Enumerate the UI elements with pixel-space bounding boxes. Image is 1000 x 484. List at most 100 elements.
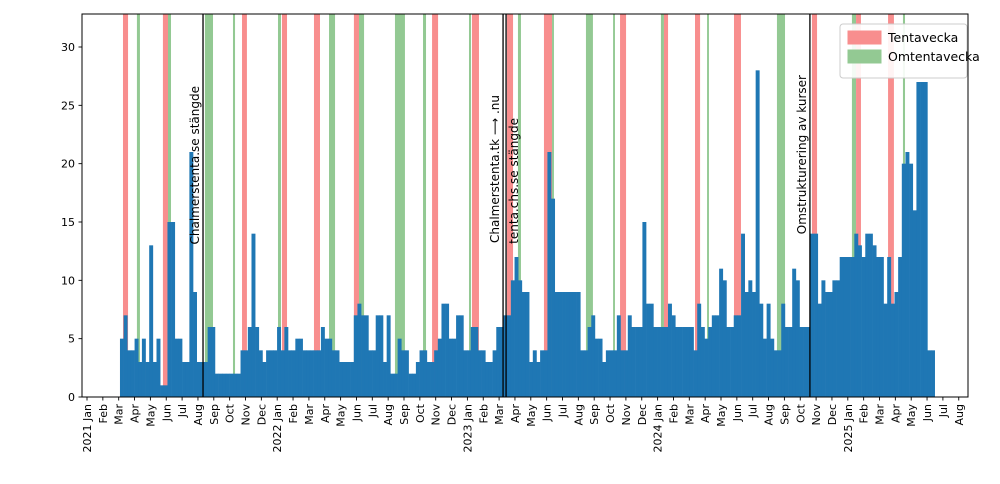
bar	[211, 327, 216, 397]
x-tick-label: Oct	[604, 403, 617, 423]
bar	[572, 292, 577, 397]
annotation-label: tenta.chs.se stängde	[507, 118, 521, 244]
bar	[313, 350, 318, 397]
bar	[803, 327, 808, 397]
bar	[532, 350, 537, 397]
x-tick-label: Apr	[699, 404, 712, 424]
bar	[653, 327, 658, 397]
x-tick-label: Aug	[572, 404, 585, 425]
bar	[244, 350, 249, 397]
exam-week-band	[695, 14, 701, 397]
x-tick-label: Aug	[953, 404, 966, 425]
bar	[262, 362, 267, 397]
bar	[309, 350, 314, 397]
exam-week-band	[811, 14, 818, 397]
bar	[182, 362, 187, 397]
reexam-week-band	[136, 14, 140, 397]
bar	[236, 373, 241, 397]
x-tick-label: Apr	[129, 404, 142, 424]
bar	[317, 350, 322, 397]
x-tick-label: Feb	[858, 404, 871, 423]
bar	[788, 327, 793, 397]
exam-week-band	[432, 14, 439, 397]
bar	[667, 303, 672, 397]
bar	[350, 362, 355, 397]
reexam-week-band	[707, 14, 709, 397]
bar	[306, 350, 311, 397]
bar	[518, 280, 523, 397]
bar	[375, 315, 380, 397]
bar	[434, 350, 439, 397]
bar	[565, 292, 570, 397]
bar	[386, 315, 391, 397]
bar	[302, 350, 307, 397]
legend-label-omtentavecka: Omtentavecka	[888, 49, 980, 64]
x-tick-label: Jun	[160, 404, 173, 422]
x-tick-label: Mar	[303, 404, 316, 425]
bar	[397, 338, 402, 397]
exam-week-band	[353, 14, 359, 397]
bar	[463, 350, 468, 397]
x-tick-label: May	[525, 404, 538, 427]
x-tick-label: May	[144, 404, 157, 427]
bar	[470, 327, 475, 397]
x-tick-label: Feb	[97, 404, 110, 423]
bar	[119, 338, 124, 397]
bar	[762, 338, 767, 397]
bar	[711, 315, 716, 397]
bar	[927, 350, 932, 397]
bar	[529, 362, 534, 397]
bar	[722, 280, 727, 397]
bar	[233, 373, 238, 397]
bar	[423, 350, 428, 397]
bar	[467, 350, 471, 397]
reexam-week-band	[232, 14, 236, 397]
x-tick-label: 2024 Jan	[652, 404, 665, 452]
bar	[342, 362, 347, 397]
bar	[872, 245, 877, 397]
bar	[196, 362, 201, 397]
bar	[759, 303, 764, 397]
x-tick-label: Feb	[667, 404, 680, 423]
x-tick-label: Nov	[620, 404, 633, 426]
x-tick-label: Sep	[588, 404, 601, 425]
x-tick-label: Apr	[319, 404, 332, 424]
bar	[649, 303, 654, 397]
bar	[850, 257, 855, 397]
bar	[682, 327, 687, 397]
x-tick-label: Jul	[176, 404, 189, 418]
bar	[368, 350, 373, 397]
bar	[353, 315, 358, 397]
bar	[624, 350, 629, 397]
bar	[251, 233, 256, 397]
bar	[320, 327, 325, 397]
bar	[660, 327, 665, 397]
x-tick-label: Aug	[382, 404, 395, 425]
bar	[134, 338, 139, 397]
bar	[799, 327, 804, 397]
bar	[430, 362, 435, 397]
x-tick-label: Mar	[874, 404, 887, 425]
bar	[587, 327, 592, 397]
y-tick-label: 15	[61, 216, 75, 229]
bar	[269, 350, 274, 397]
bar	[437, 338, 442, 397]
x-tick-label: Nov	[810, 404, 823, 426]
bar	[890, 303, 895, 397]
bar	[920, 82, 925, 397]
bar	[868, 233, 873, 397]
bar	[901, 163, 906, 397]
bar	[715, 315, 720, 397]
exam-week-band	[313, 14, 320, 397]
reexam-week-band	[851, 14, 857, 397]
bar	[781, 303, 786, 397]
bar	[452, 338, 457, 397]
bar	[372, 350, 377, 397]
bar	[609, 350, 614, 397]
bar	[923, 82, 928, 397]
x-tick-label: 2023 Jan	[461, 404, 474, 452]
x-tick-label: 2021 Jan	[81, 404, 94, 452]
bar	[814, 233, 819, 397]
